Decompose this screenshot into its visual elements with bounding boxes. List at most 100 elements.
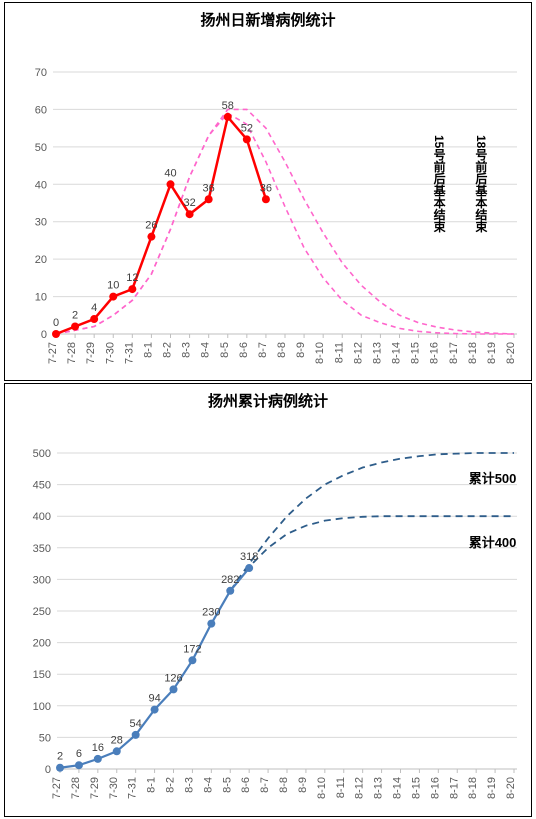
svg-text:8-5: 8-5 [219, 342, 231, 358]
chart1-svg: 0102030405060707-277-287-297-307-318-18-… [5, 30, 529, 380]
svg-text:32: 32 [183, 197, 195, 209]
svg-text:50: 50 [39, 732, 51, 744]
daily-new-cases-chart: 扬州日新增病例统计 0102030405060707-277-287-297-3… [4, 2, 532, 381]
svg-text:7-27: 7-27 [51, 777, 63, 799]
svg-text:8-6: 8-6 [238, 342, 250, 358]
svg-text:7-31: 7-31 [123, 342, 135, 364]
svg-text:400: 400 [33, 511, 51, 523]
svg-text:7-31: 7-31 [127, 777, 139, 799]
svg-text:150: 150 [33, 669, 51, 681]
svg-text:7-29: 7-29 [89, 777, 101, 799]
svg-text:8-14: 8-14 [391, 342, 403, 364]
svg-text:126: 126 [164, 672, 182, 684]
chart2-title: 扬州累计病例统计 [5, 384, 531, 411]
svg-text:8-9: 8-9 [297, 777, 309, 793]
svg-text:350: 350 [33, 543, 51, 555]
svg-text:2: 2 [57, 751, 63, 763]
svg-text:200: 200 [33, 638, 51, 650]
svg-text:230: 230 [202, 607, 220, 619]
svg-text:7-29: 7-29 [85, 342, 97, 364]
svg-text:0: 0 [45, 764, 51, 776]
chart-annotation: 累计400 [469, 532, 517, 551]
svg-text:7-30: 7-30 [104, 342, 116, 364]
svg-text:8-11: 8-11 [333, 342, 345, 363]
svg-text:36: 36 [203, 182, 215, 194]
chart-annotation: 累计500 [469, 468, 517, 487]
svg-text:2: 2 [72, 310, 78, 322]
svg-text:26: 26 [145, 220, 157, 232]
svg-text:8-2: 8-2 [162, 342, 174, 358]
svg-text:172: 172 [183, 643, 201, 655]
svg-text:8-19: 8-19 [486, 777, 498, 799]
chart-annotation: 18号前后基本结束 [473, 135, 490, 232]
svg-text:10: 10 [35, 292, 47, 304]
svg-text:16: 16 [92, 742, 104, 754]
svg-text:8-2: 8-2 [165, 777, 177, 793]
svg-text:8-3: 8-3 [181, 342, 193, 358]
svg-text:8-8: 8-8 [278, 777, 290, 793]
svg-text:8-8: 8-8 [276, 342, 288, 358]
svg-text:20: 20 [35, 254, 47, 266]
svg-text:8-12: 8-12 [354, 777, 366, 799]
svg-text:8-16: 8-16 [429, 777, 441, 799]
svg-text:8-20: 8-20 [505, 342, 517, 364]
svg-text:94: 94 [148, 693, 160, 705]
svg-text:8-11: 8-11 [335, 777, 347, 798]
svg-text:8-19: 8-19 [486, 342, 498, 364]
svg-text:28: 28 [111, 734, 123, 746]
chart1-title: 扬州日新增病例统计 [5, 3, 531, 30]
svg-text:8-18: 8-18 [467, 342, 479, 364]
svg-text:8-1: 8-1 [142, 342, 154, 358]
svg-text:7-27: 7-27 [47, 342, 59, 364]
svg-text:8-7: 8-7 [259, 777, 271, 793]
svg-text:8-6: 8-6 [240, 777, 252, 793]
svg-text:8-7: 8-7 [257, 342, 269, 358]
svg-text:8-10: 8-10 [314, 342, 326, 364]
svg-text:8-9: 8-9 [295, 342, 307, 358]
svg-text:8-12: 8-12 [352, 342, 364, 364]
svg-text:54: 54 [130, 718, 142, 730]
svg-text:10: 10 [107, 280, 119, 292]
svg-text:300: 300 [33, 574, 51, 586]
svg-text:500: 500 [33, 448, 51, 460]
svg-text:8-3: 8-3 [183, 777, 195, 793]
svg-text:8-13: 8-13 [371, 342, 383, 364]
chart2-svg: 0 50 100 150 200 250 300 350 400 450 500 7-27 7-28 7-… [5, 411, 529, 816]
svg-text:8-15: 8-15 [410, 342, 422, 364]
svg-text:58: 58 [222, 100, 234, 112]
svg-text:7-28: 7-28 [70, 777, 82, 799]
svg-text:7-30: 7-30 [108, 777, 120, 799]
svg-text:7-28: 7-28 [66, 342, 78, 364]
svg-text:8-1: 8-1 [146, 777, 158, 793]
svg-text:8-18: 8-18 [467, 777, 479, 799]
svg-text:50: 50 [35, 142, 47, 154]
svg-text:52: 52 [241, 122, 253, 134]
svg-text:8-17: 8-17 [448, 777, 460, 799]
svg-text:100: 100 [33, 701, 51, 713]
svg-text:0: 0 [53, 317, 59, 329]
svg-text:8-4: 8-4 [202, 777, 214, 793]
svg-text:8-14: 8-14 [392, 777, 404, 799]
svg-text:40: 40 [164, 167, 176, 179]
svg-text:250: 250 [33, 606, 51, 618]
svg-text:4: 4 [91, 302, 97, 314]
svg-text:450: 450 [33, 480, 51, 492]
svg-text:6: 6 [76, 748, 82, 760]
svg-text:318: 318 [240, 551, 258, 563]
svg-text:8-20: 8-20 [505, 777, 517, 799]
svg-text:8-13: 8-13 [373, 777, 385, 799]
svg-text:8-16: 8-16 [429, 342, 441, 364]
svg-text:8-10: 8-10 [316, 777, 328, 799]
svg-text:12: 12 [126, 272, 138, 284]
svg-text:8-4: 8-4 [200, 342, 212, 358]
svg-text:60: 60 [35, 104, 47, 116]
svg-text:30: 30 [35, 217, 47, 229]
cumulative-cases-chart: 扬州累计病例统计 0 50 100 150 200 250 300 350 400 450 500 7… [4, 383, 532, 817]
svg-text:282: 282 [221, 574, 239, 586]
svg-text:0: 0 [41, 329, 47, 341]
chart-annotation: 15号前后基本结束 [431, 135, 448, 232]
svg-text:36: 36 [260, 182, 272, 194]
svg-text:40: 40 [35, 179, 47, 191]
svg-text:8-15: 8-15 [410, 777, 422, 799]
svg-text:70: 70 [35, 67, 47, 79]
